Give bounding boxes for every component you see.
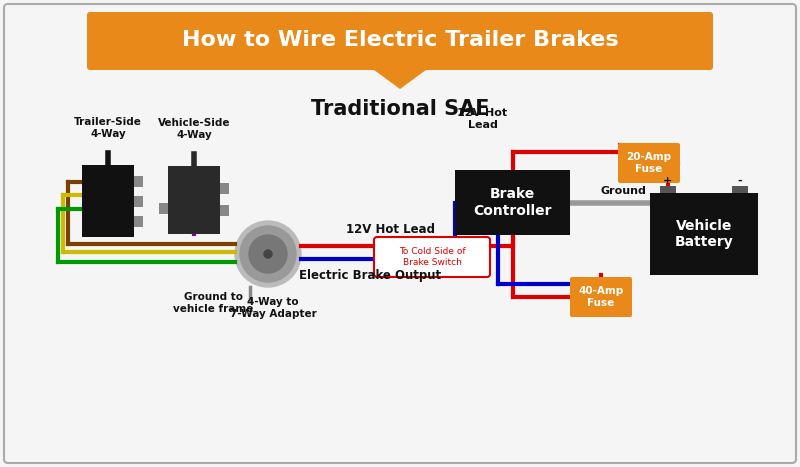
Text: To Cold Side of
Brake Switch: To Cold Side of Brake Switch — [398, 248, 466, 267]
FancyBboxPatch shape — [168, 166, 220, 234]
Text: 12V Hot Lead: 12V Hot Lead — [346, 223, 434, 236]
Text: Ground to
vehicle frame: Ground to vehicle frame — [173, 292, 253, 314]
FancyBboxPatch shape — [650, 193, 758, 275]
FancyBboxPatch shape — [570, 277, 632, 317]
Text: Traditional SAE: Traditional SAE — [310, 99, 490, 119]
FancyBboxPatch shape — [455, 170, 570, 235]
Circle shape — [264, 250, 272, 258]
Circle shape — [240, 226, 296, 282]
Text: -: - — [738, 176, 742, 186]
Text: Brake
Controller: Brake Controller — [474, 187, 552, 218]
FancyBboxPatch shape — [87, 12, 713, 70]
Text: Trailer-Side
4-Way: Trailer-Side 4-Way — [74, 117, 142, 139]
FancyBboxPatch shape — [134, 176, 143, 187]
FancyBboxPatch shape — [220, 183, 229, 194]
Circle shape — [235, 221, 301, 287]
Polygon shape — [370, 67, 430, 89]
Text: How to Wire Electric Trailer Brakes: How to Wire Electric Trailer Brakes — [182, 30, 618, 50]
Text: Ground: Ground — [600, 186, 646, 197]
FancyBboxPatch shape — [159, 203, 168, 214]
FancyBboxPatch shape — [4, 4, 796, 463]
Text: Vehicle-Side
4-Way: Vehicle-Side 4-Way — [158, 119, 230, 140]
Text: 4-Way to
7-Way Adapter: 4-Way to 7-Way Adapter — [230, 297, 316, 318]
FancyBboxPatch shape — [660, 186, 676, 193]
Text: 20-Amp
Fuse: 20-Amp Fuse — [626, 152, 671, 174]
FancyBboxPatch shape — [220, 205, 229, 216]
Text: Electric Brake Output: Electric Brake Output — [299, 269, 441, 282]
FancyBboxPatch shape — [374, 237, 490, 277]
FancyBboxPatch shape — [618, 143, 680, 183]
FancyBboxPatch shape — [134, 216, 143, 227]
FancyBboxPatch shape — [82, 165, 134, 237]
Text: 40-Amp
Fuse: 40-Amp Fuse — [578, 286, 624, 308]
Text: Vehicle
Battery: Vehicle Battery — [674, 219, 734, 249]
FancyBboxPatch shape — [134, 196, 143, 207]
Text: 12V Hot
Lead: 12V Hot Lead — [458, 108, 507, 130]
Circle shape — [249, 235, 287, 273]
FancyBboxPatch shape — [732, 186, 748, 193]
Text: +: + — [663, 176, 673, 186]
